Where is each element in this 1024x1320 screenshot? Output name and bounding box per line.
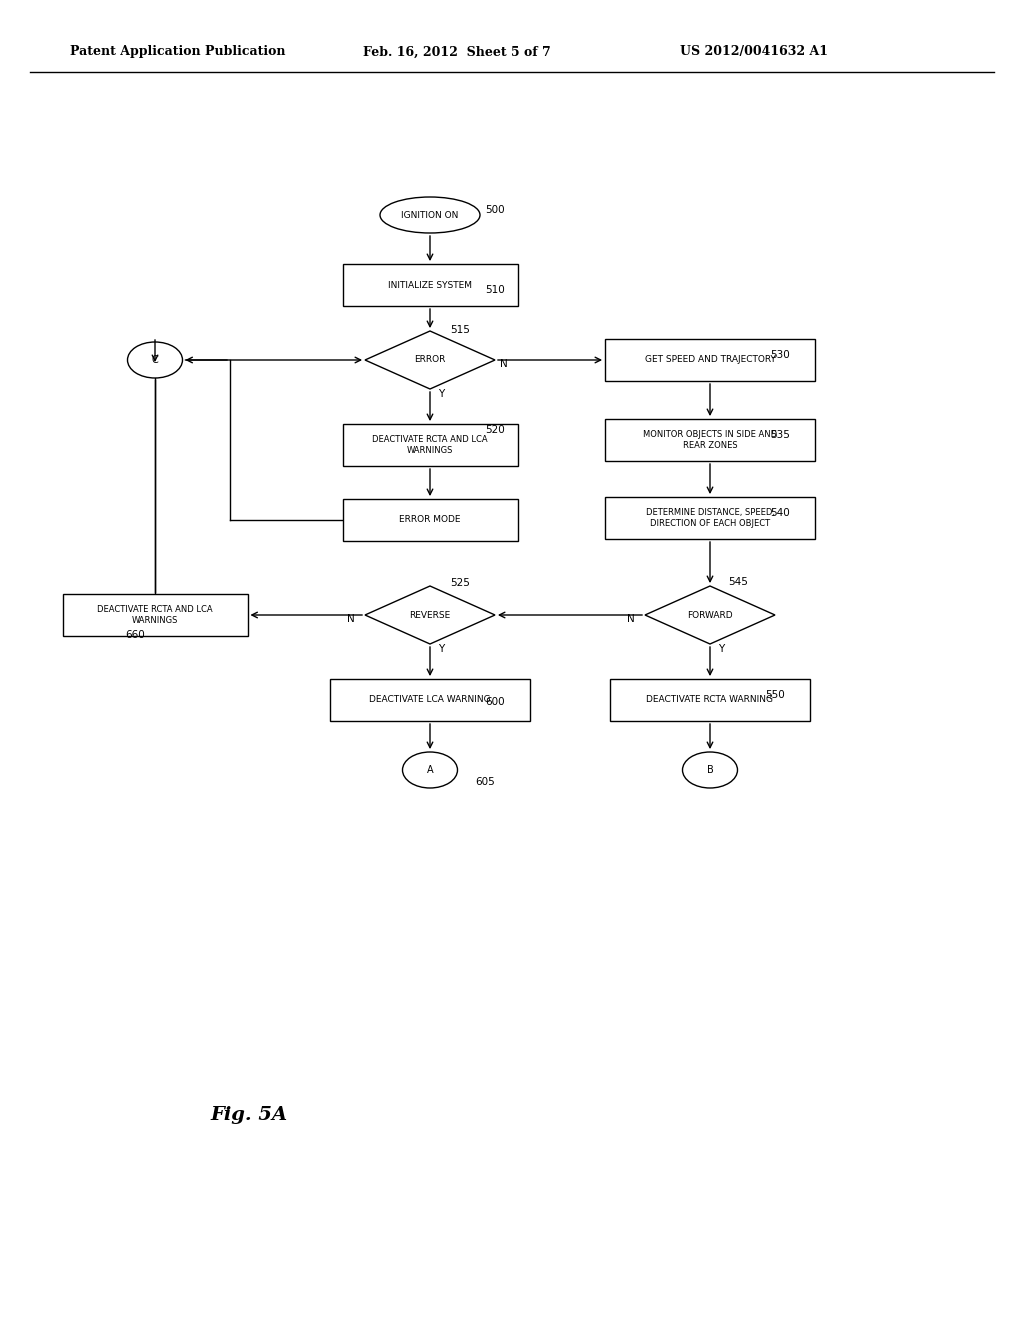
Polygon shape xyxy=(365,586,495,644)
Text: 660: 660 xyxy=(125,630,144,640)
Text: US 2012/0041632 A1: US 2012/0041632 A1 xyxy=(680,45,828,58)
Ellipse shape xyxy=(683,752,737,788)
FancyBboxPatch shape xyxy=(342,264,517,306)
FancyBboxPatch shape xyxy=(330,678,530,721)
Text: Fig. 5A: Fig. 5A xyxy=(210,1106,287,1125)
Text: DEACTIVATE RCTA WARNING: DEACTIVATE RCTA WARNING xyxy=(646,696,773,705)
Text: 550: 550 xyxy=(765,690,784,700)
Text: N: N xyxy=(347,614,354,624)
FancyBboxPatch shape xyxy=(605,498,815,539)
FancyBboxPatch shape xyxy=(342,499,517,541)
FancyBboxPatch shape xyxy=(610,678,810,721)
Text: 605: 605 xyxy=(475,777,495,787)
Text: DEACTIVATE RCTA AND LCA
WARNINGS: DEACTIVATE RCTA AND LCA WARNINGS xyxy=(372,436,487,454)
Text: 520: 520 xyxy=(485,425,505,436)
Text: ERROR: ERROR xyxy=(415,355,445,364)
Text: N: N xyxy=(500,359,508,370)
Text: ERROR MODE: ERROR MODE xyxy=(399,516,461,524)
Text: B: B xyxy=(707,766,714,775)
Text: IGNITION ON: IGNITION ON xyxy=(401,210,459,219)
Text: Y: Y xyxy=(718,644,724,653)
Text: 545: 545 xyxy=(728,577,748,587)
Text: REVERSE: REVERSE xyxy=(410,610,451,619)
Text: FORWARD: FORWARD xyxy=(687,610,733,619)
Text: Feb. 16, 2012  Sheet 5 of 7: Feb. 16, 2012 Sheet 5 of 7 xyxy=(362,45,551,58)
FancyBboxPatch shape xyxy=(342,424,517,466)
Polygon shape xyxy=(645,586,775,644)
Text: DEACTIVATE LCA WARNING: DEACTIVATE LCA WARNING xyxy=(370,696,490,705)
Text: MONITOR OBJECTS IN SIDE AND
REAR ZONES: MONITOR OBJECTS IN SIDE AND REAR ZONES xyxy=(643,430,777,450)
Text: 530: 530 xyxy=(770,350,790,360)
Text: 515: 515 xyxy=(450,325,470,335)
Text: C: C xyxy=(152,355,159,366)
Text: 540: 540 xyxy=(770,508,790,517)
Text: DEACTIVATE RCTA AND LCA
WARNINGS: DEACTIVATE RCTA AND LCA WARNINGS xyxy=(97,606,213,624)
Polygon shape xyxy=(365,331,495,389)
Text: 600: 600 xyxy=(485,697,505,708)
Text: Patent Application Publication: Patent Application Publication xyxy=(70,45,286,58)
Text: INITIALIZE SYSTEM: INITIALIZE SYSTEM xyxy=(388,281,472,289)
Text: 510: 510 xyxy=(485,285,505,294)
Text: Y: Y xyxy=(438,389,444,399)
Text: 525: 525 xyxy=(450,578,470,587)
FancyBboxPatch shape xyxy=(62,594,248,636)
Ellipse shape xyxy=(380,197,480,234)
Text: DETERMINE DISTANCE, SPEED,
DIRECTION OF EACH OBJECT: DETERMINE DISTANCE, SPEED, DIRECTION OF … xyxy=(645,508,774,528)
Text: N: N xyxy=(627,614,635,624)
FancyBboxPatch shape xyxy=(605,418,815,461)
Text: A: A xyxy=(427,766,433,775)
Text: Y: Y xyxy=(438,644,444,653)
Text: 500: 500 xyxy=(485,205,505,215)
Ellipse shape xyxy=(402,752,458,788)
Text: 535: 535 xyxy=(770,430,790,440)
FancyBboxPatch shape xyxy=(605,339,815,381)
Ellipse shape xyxy=(128,342,182,378)
Text: GET SPEED AND TRAJECTORY: GET SPEED AND TRAJECTORY xyxy=(644,355,775,364)
